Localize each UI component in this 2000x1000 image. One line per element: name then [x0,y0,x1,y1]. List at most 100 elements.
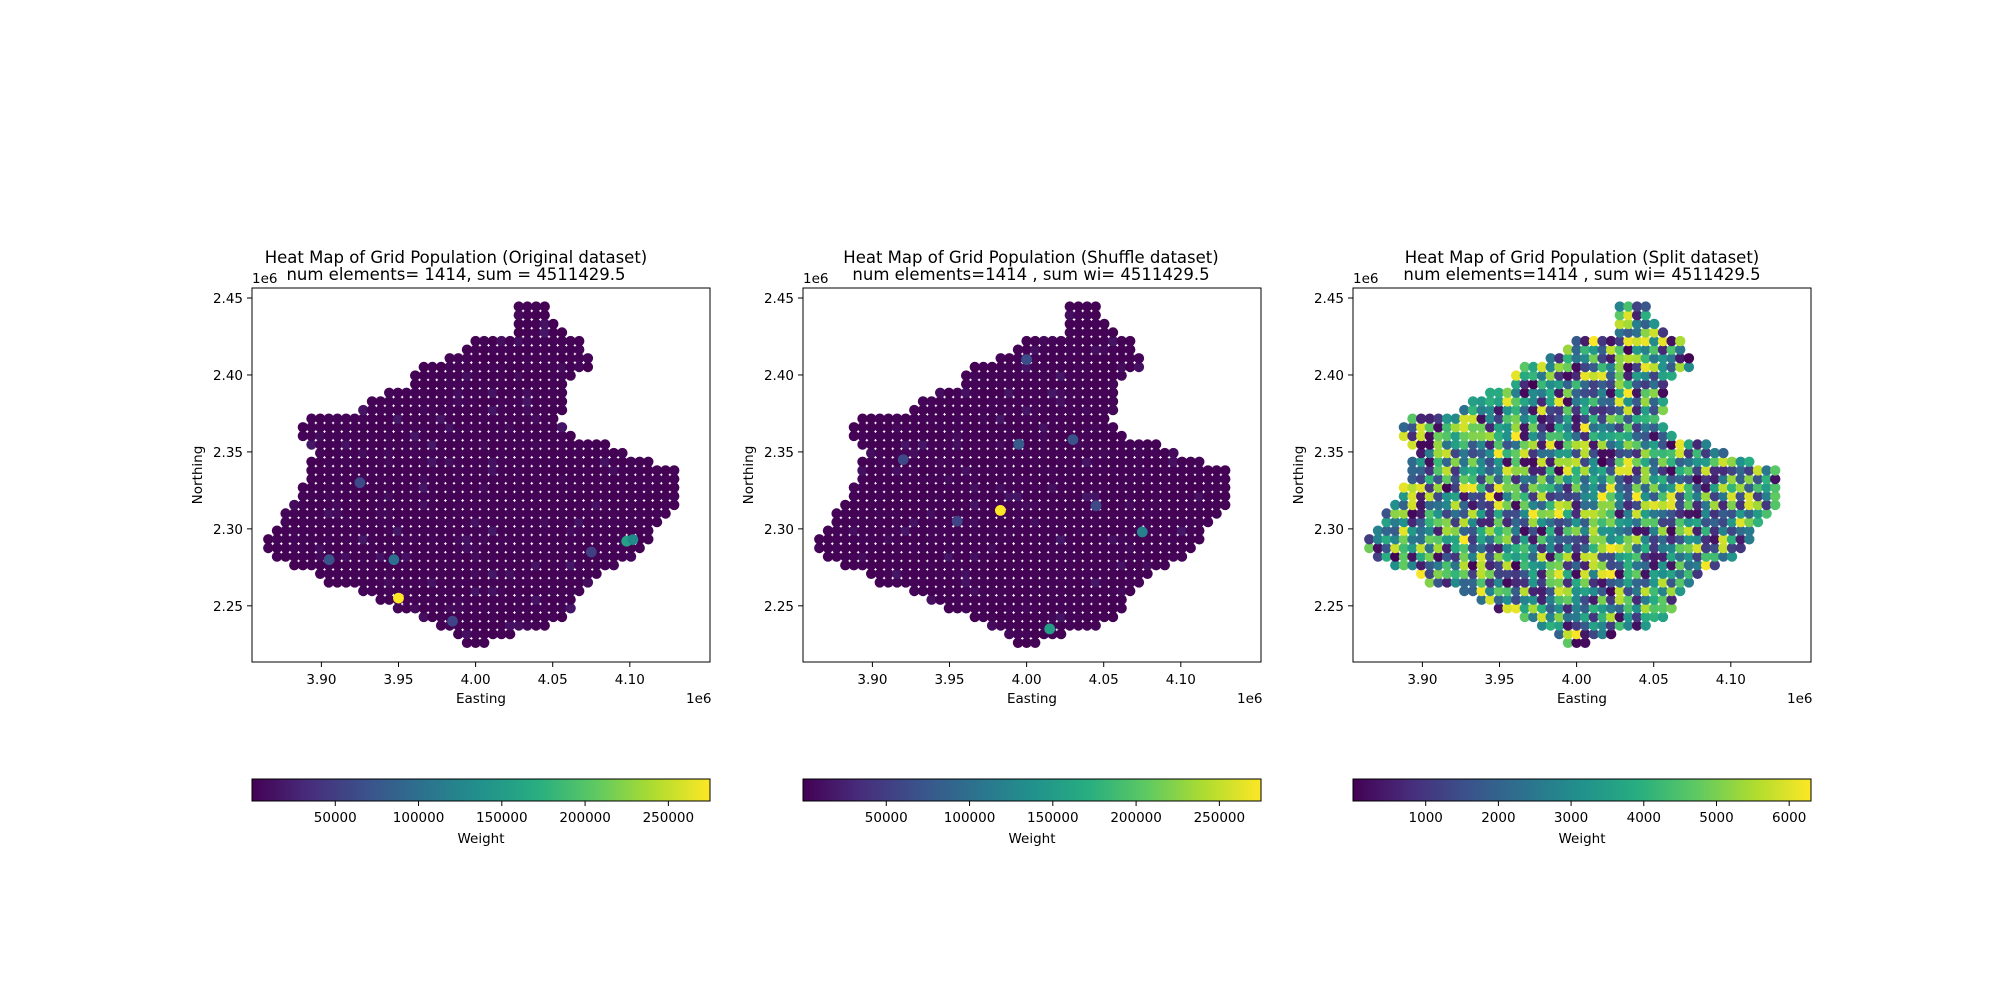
data-point [1675,335,1686,347]
data-point [444,499,455,511]
data-point [1064,396,1076,407]
data-point [1718,482,1729,493]
data-point [1107,611,1119,623]
data-point [496,396,507,407]
data-point [1099,396,1110,407]
data-point [556,594,568,605]
data-point [435,577,447,588]
data-point [315,542,326,554]
data-point [366,465,378,476]
data-point [1038,465,1050,476]
data-point [634,499,645,511]
data-point [1055,628,1067,640]
data-point [1398,491,1410,502]
data-point [349,568,360,579]
data-point [513,370,524,381]
data-point [995,447,1006,459]
data-point [1493,387,1505,398]
data-point [1511,603,1522,614]
data-point [513,611,524,623]
data-point [1090,585,1101,597]
data-point [969,404,980,416]
data-point [935,508,946,519]
data-point [1047,482,1058,493]
data-point [943,560,955,571]
data-point [1588,560,1600,571]
data-point [1073,542,1084,554]
data-point [822,542,834,554]
data-point [1150,542,1162,554]
data-point [375,577,386,588]
data-point [1623,525,1634,536]
data-point [1004,447,1015,459]
data-point [1073,310,1084,321]
data-point [1580,473,1591,485]
data-point [332,473,343,485]
data-point [461,387,473,398]
data-point [297,534,309,545]
data-point [978,491,989,502]
data-point [323,525,334,536]
data-point [548,560,559,571]
data-point [1562,430,1574,442]
data-point [1047,473,1058,485]
y-tick-label: 2.40 [764,368,794,384]
data-point [349,413,360,424]
data-point [487,473,499,485]
data-point [1150,560,1162,571]
data-point [565,344,576,355]
data-point [1770,465,1781,476]
data-point [1562,628,1574,640]
data-point [1709,491,1721,502]
data-point [1416,568,1427,579]
data-point [530,335,542,347]
data-point [1090,508,1101,519]
data-point [1571,585,1582,597]
data-point [1390,560,1401,571]
data-point [1099,482,1110,493]
data-point [1038,551,1050,562]
data-point [909,413,920,424]
data-point [548,585,559,597]
data-point [1090,560,1101,571]
data-point [969,568,980,579]
data-point [418,508,429,519]
data-point [1519,379,1531,390]
data-point [1390,499,1401,511]
data-point [1709,473,1721,485]
data-point [1012,603,1024,614]
data-point [582,361,594,373]
data-point [1090,611,1101,623]
data-point [995,620,1006,631]
data-point [1416,430,1427,442]
data-point [349,560,360,571]
data-point [651,516,663,528]
data-point [1709,525,1721,536]
y-tick-label: 2.40 [213,368,243,384]
data-point [530,568,542,579]
data-point [1125,508,1136,519]
data-point [487,499,499,511]
data-point [548,594,559,605]
data-point [522,387,533,398]
data-point [418,447,429,459]
data-point [1467,404,1479,416]
colorbar-tick-label: 100000 [944,810,996,826]
data-point [643,525,654,536]
data-point [479,508,490,519]
data-point [1081,387,1093,398]
data-point [1055,508,1067,519]
data-point [358,404,369,416]
data-point [986,560,998,571]
data-point [522,379,533,390]
data-point [522,473,533,485]
data-point [1597,542,1608,554]
data-point [410,491,421,502]
data-point [435,361,447,373]
data-point [1493,551,1505,562]
data-point [1631,542,1643,554]
data-point [874,456,885,467]
data-point [1545,577,1556,588]
data-point [608,508,619,519]
data-point [1021,456,1032,467]
